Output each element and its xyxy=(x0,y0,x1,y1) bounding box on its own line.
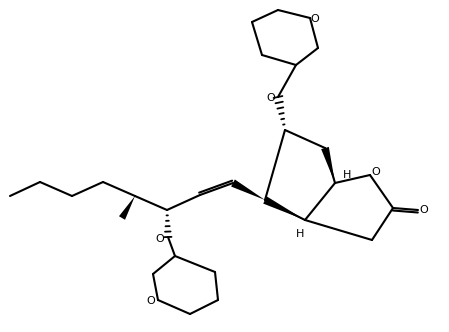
Text: O: O xyxy=(420,205,428,215)
Text: H: H xyxy=(343,170,351,180)
Text: O: O xyxy=(372,167,380,177)
Polygon shape xyxy=(119,196,135,220)
Text: O: O xyxy=(311,14,319,24)
Text: O: O xyxy=(147,296,155,306)
Polygon shape xyxy=(321,147,335,183)
Text: O: O xyxy=(267,93,275,103)
Polygon shape xyxy=(231,180,265,200)
Text: O: O xyxy=(156,234,164,244)
Text: H: H xyxy=(296,229,304,239)
Polygon shape xyxy=(263,197,305,220)
